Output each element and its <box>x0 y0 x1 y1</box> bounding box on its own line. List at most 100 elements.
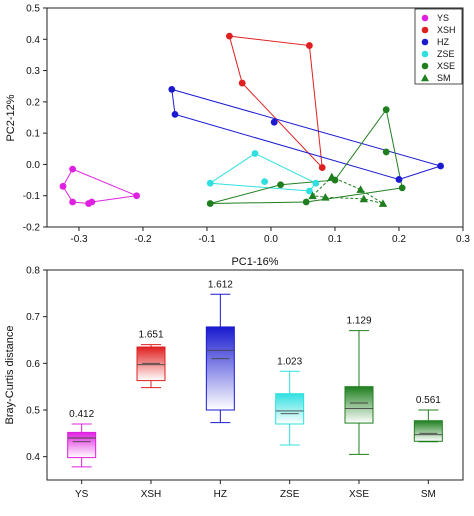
box-value-label: 0.412 <box>69 409 94 420</box>
legend-label-zse: ZSE <box>437 49 455 59</box>
box-series: 0.412 1.651 1.612 1.023 1.129 0.561 <box>67 279 443 468</box>
legend-label-sm: SM <box>437 73 451 83</box>
point-zse <box>306 187 313 195</box>
box-value-label: 1.023 <box>277 356 302 367</box>
box-ys: 0.412 <box>67 409 97 468</box>
pca-x-tick-label: 0.0 <box>264 234 278 245</box>
box-y-tick-label: 0.5 <box>26 406 40 417</box>
pca-y-tick-label: 0.4 <box>26 35 40 46</box>
pca-hulls <box>62 35 443 205</box>
legend-label-xsh: XSH <box>437 25 456 35</box>
pca-y-axis-label: PC2-12% <box>5 94 17 141</box>
legend-marker-hz <box>421 38 429 46</box>
box-value-label: 1.612 <box>208 279 233 290</box>
pca-legend-box <box>414 8 463 85</box>
box-plot-frame <box>46 269 464 481</box>
point-xsh <box>318 164 326 171</box>
point-ys <box>69 165 76 173</box>
point-zse <box>312 179 320 187</box>
hull-zse <box>208 152 317 192</box>
box-zse: 1.023 <box>275 356 305 446</box>
pca-x-tick-label: 0.3 <box>456 234 470 245</box>
box-x-tick-label: ZSE <box>280 489 300 500</box>
box-x-axis: YS XSH HZ ZSE XSE SM <box>75 480 436 500</box>
point-xse <box>398 184 406 192</box>
pca-x-tick-label: -0.2 <box>134 234 152 245</box>
pca-x-tick-label: -0.3 <box>70 234 88 245</box>
point-xse <box>277 181 284 189</box>
box-y-tick-label: 0.4 <box>26 452 40 463</box>
point-sm <box>308 191 317 200</box>
legend-marker-zse <box>421 50 429 58</box>
box-y-tick-label: 0.8 <box>26 266 40 277</box>
legend-marker-sm <box>421 74 429 82</box>
point-hz <box>395 176 403 183</box>
pca-y-tick-label: 0.3 <box>26 66 40 77</box>
legend-marker-xse <box>421 62 429 70</box>
pca-x-tick-label: -0.1 <box>198 234 216 245</box>
pca-legend: YS XSH HZ ZSE XSE SM <box>414 8 463 85</box>
point-sm <box>321 193 330 201</box>
box-body <box>413 420 443 442</box>
point-sm <box>356 185 365 193</box>
box-x-tick-label: HZ <box>214 489 227 500</box>
legend-marker-ys <box>421 14 429 22</box>
point-xse <box>302 198 310 206</box>
point-sm <box>359 194 368 203</box>
box-y-axis: 0.4 0.5 0.6 0.7 0.8 <box>26 266 47 463</box>
pca-points <box>59 32 444 207</box>
point-hz <box>168 85 176 93</box>
pca-x-tick-label: 0.2 <box>392 234 406 245</box>
box-y-tick-label: 0.6 <box>26 359 40 370</box>
hull-xse <box>210 108 403 205</box>
box-body <box>136 346 166 382</box>
point-xse <box>382 148 390 156</box>
box-x-tick-label: YS <box>75 489 89 500</box>
point-zse <box>261 178 268 186</box>
box-y-axis-label: Bray-Curtis distance <box>4 325 16 424</box>
point-ys <box>59 182 67 190</box>
point-xsh <box>306 42 313 49</box>
point-xse <box>382 106 390 114</box>
box-xsh: 1.651 <box>136 330 166 389</box>
box-x-tick-label: SM <box>421 489 436 500</box>
point-ys <box>69 198 76 206</box>
bray-curtis-box-chart: 0.4 0.5 0.6 0.7 0.8 YS XSH HZ ZSE XSE SM 0.412 1.6… <box>4 266 464 500</box>
box-body <box>67 431 97 459</box>
pca-y-tick-label: 0.1 <box>26 129 40 140</box>
pca-y-tick-label: -0.1 <box>23 191 41 202</box>
pca-x-axis-label: PC1-16% <box>231 256 278 268</box>
point-ys <box>133 192 141 200</box>
box-body <box>205 326 235 411</box>
point-xsh <box>238 79 246 87</box>
point-hz <box>270 118 278 126</box>
hull-xsh <box>228 35 323 169</box>
pca-y-axis: -0.2 -0.1 0.0 0.1 0.2 0.3 0.4 0.5 <box>23 4 47 234</box>
pca-x-tick-label: 0.1 <box>328 234 342 245</box>
box-y-tick-label: 0.7 <box>26 312 40 323</box>
point-xse <box>206 200 214 207</box>
box-x-tick-label: XSH <box>141 489 162 500</box>
pca-y-tick-label: -0.2 <box>23 223 41 234</box>
legend-label-ys: YS <box>437 13 449 23</box>
box-sm: 0.561 <box>413 395 443 443</box>
box-value-label: 1.651 <box>138 330 163 341</box>
point-hz <box>171 110 179 118</box>
point-sm <box>378 199 388 207</box>
box-value-label: 1.129 <box>346 316 371 327</box>
pca-x-axis: -0.3 -0.2 -0.1 0.0 0.1 0.2 0.3 <box>70 227 470 245</box>
pca-y-tick-label: 0.0 <box>26 160 40 171</box>
legend-label-hz: HZ <box>437 37 449 47</box>
pca-scatter-chart: -0.2 -0.1 0.0 0.1 0.2 0.3 0.4 0.5 -0.3 -0.2 -0.1 0… <box>5 4 470 269</box>
box-value-label: 0.561 <box>416 395 441 406</box>
hull-hz <box>171 88 443 180</box>
hull-ys <box>62 168 139 205</box>
legend-label-xse: XSE <box>437 61 455 71</box>
box-hz: 1.612 <box>205 279 235 424</box>
pca-y-tick-label: 0.2 <box>26 97 40 108</box>
point-hz <box>437 162 444 170</box>
point-zse <box>206 179 214 187</box>
pca-y-tick-label: 0.5 <box>26 4 40 15</box>
point-ys <box>88 198 96 206</box>
